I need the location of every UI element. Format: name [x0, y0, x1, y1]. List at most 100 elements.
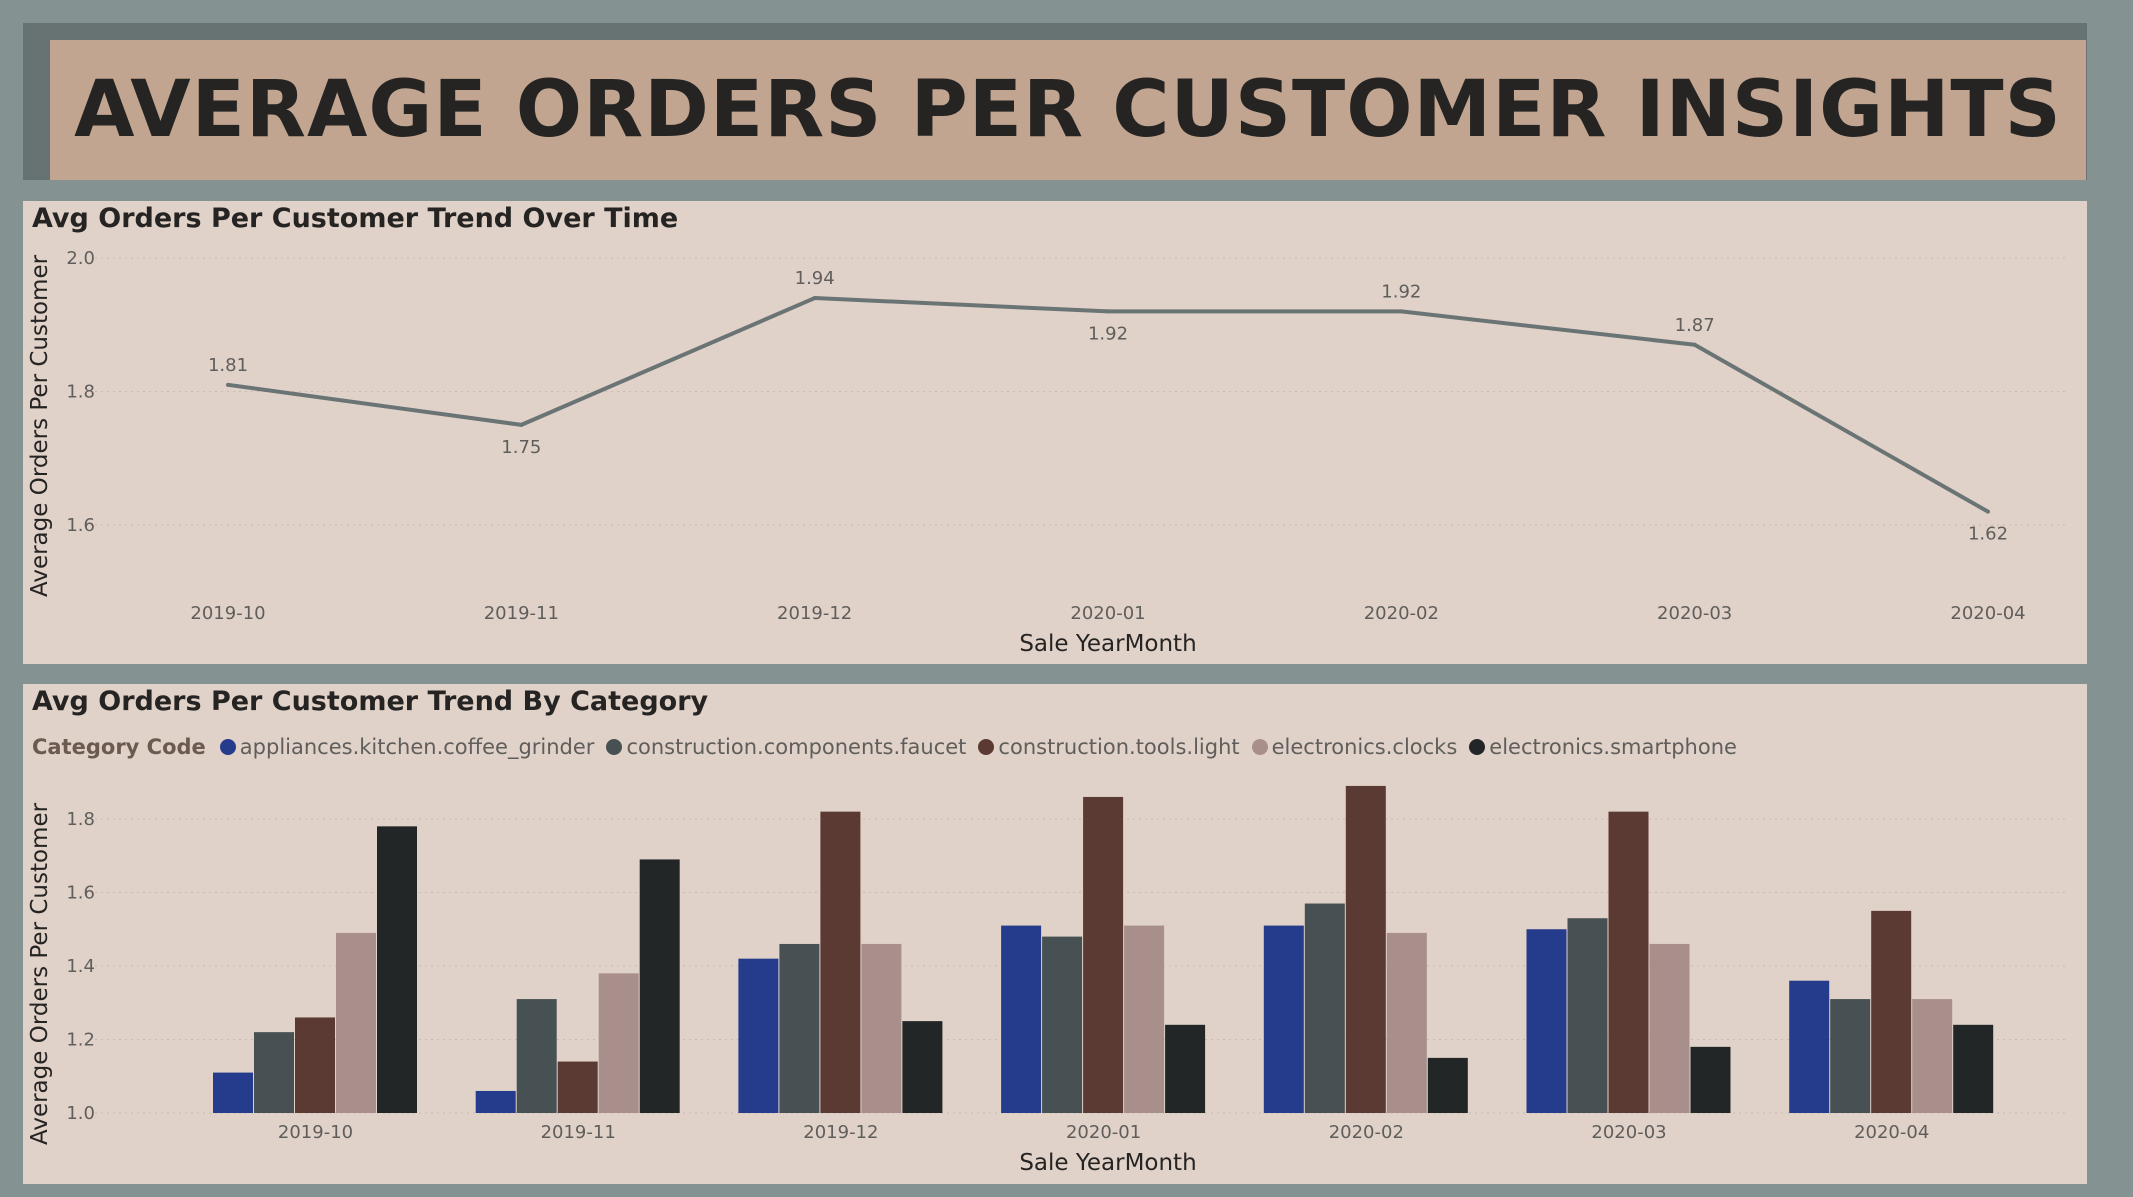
bar[interactable]	[295, 1017, 335, 1113]
data-point	[519, 422, 524, 427]
data-point	[1986, 509, 1990, 514]
legend-label: electronics.clocks	[1271, 735, 1458, 759]
legend-title: Category Code	[32, 735, 206, 759]
legend-marker-icon	[978, 739, 995, 755]
y-tick-label: 1.2	[66, 1030, 95, 1051]
legend-label: electronics.smartphone	[1489, 735, 1737, 759]
bar[interactable]	[336, 932, 376, 1113]
legend-item[interactable]: construction.tools.light	[978, 735, 1240, 759]
legend-item[interactable]: electronics.clocks	[1251, 735, 1458, 759]
x-tick-label: 2019-12	[803, 1122, 878, 1143]
x-tick-label: 2019-10	[190, 603, 265, 624]
x-tick-label: 2020-03	[1657, 603, 1732, 624]
data-label: 1.81	[208, 355, 248, 376]
x-tick-label: 2020-02	[1364, 603, 1439, 624]
bar[interactable]	[1789, 980, 1830, 1113]
bar[interactable]	[213, 1072, 253, 1113]
bar[interactable]	[779, 943, 820, 1113]
bar[interactable]	[516, 999, 557, 1113]
data-point	[226, 382, 230, 387]
legend: Category Code appliances.kitchen.coffee_…	[32, 735, 1749, 759]
legend-label: construction.components.faucet	[626, 735, 967, 759]
data-label: 1.62	[1968, 524, 2008, 545]
bar[interactable]	[1165, 1024, 1206, 1113]
y-tick-label: 1.6	[66, 883, 95, 904]
y-tick-label: 1.4	[66, 956, 95, 977]
x-tick-label: 2020-01	[1070, 603, 1145, 624]
bar[interactable]	[1830, 999, 1871, 1113]
bar[interactable]	[1124, 925, 1165, 1113]
bar[interactable]	[738, 958, 779, 1113]
x-tick-label: 2019-11	[541, 1122, 616, 1143]
bar[interactable]	[820, 811, 861, 1113]
bar-chart: 1.0 1.2 1.4 1.6 1.8 2019-10 2019-11 2019-12 2020…	[27, 785, 2068, 1176]
y-tick-label: 1.8	[66, 382, 95, 403]
x-tick-label: 2020-01	[1066, 1122, 1141, 1143]
page-title: AVERAGE ORDERS PER CUSTOMER INSIGHTS	[74, 65, 2062, 155]
y-tick-label: 1.0	[66, 1103, 95, 1124]
bar[interactable]	[1427, 1057, 1468, 1113]
bar[interactable]	[475, 1090, 516, 1113]
legend-marker-icon	[1251, 739, 1268, 755]
y-axis-title: Average Orders Per Customer	[27, 802, 53, 1145]
data-label: 1.92	[1381, 281, 1421, 302]
bar[interactable]	[861, 943, 902, 1113]
data-point	[1399, 309, 1404, 314]
legend-marker-icon	[1469, 739, 1486, 755]
y-tick-label: 1.8	[66, 809, 95, 830]
x-tick-label: 2020-02	[1329, 1122, 1404, 1143]
bar[interactable]	[1083, 796, 1124, 1113]
legend-item[interactable]: appliances.kitchen.coffee_grinder	[219, 735, 595, 759]
data-point	[812, 296, 817, 301]
x-axis-title: Sale YearMonth	[1019, 631, 1196, 657]
data-label: 1.92	[1088, 323, 1128, 344]
bar[interactable]	[1386, 932, 1427, 1113]
bar[interactable]	[1001, 925, 1042, 1113]
x-tick-label: 2019-10	[278, 1122, 353, 1143]
x-tick-label: 2020-04	[1854, 1122, 1929, 1143]
bar-chart-title: Avg Orders Per Customer Trend By Categor…	[32, 686, 709, 717]
legend-marker-icon	[606, 739, 623, 755]
bar[interactable]	[254, 1032, 294, 1113]
data-label: 1.94	[795, 268, 835, 289]
title-banner: AVERAGE ORDERS PER CUSTOMER INSIGHTS	[50, 40, 2086, 180]
y-tick-label: 1.6	[66, 515, 95, 536]
bar-chart-panel: Avg Orders Per Customer Trend By Categor…	[23, 684, 2087, 1184]
bar[interactable]	[902, 1021, 943, 1113]
bar[interactable]	[1649, 943, 1690, 1113]
bar[interactable]	[377, 826, 417, 1113]
data-label: 1.75	[501, 437, 541, 458]
line-chart: 1.6 1.8 2.0 1.81 2019-10 1.75 2019-11 1.94 2019-…	[27, 248, 2068, 657]
bar[interactable]	[1526, 929, 1567, 1113]
legend-item[interactable]: construction.components.faucet	[606, 735, 966, 759]
data-label: 1.87	[1675, 315, 1715, 336]
x-tick-label: 2019-11	[484, 603, 559, 624]
bar[interactable]	[598, 973, 639, 1113]
bar[interactable]	[557, 1061, 598, 1113]
bar[interactable]	[1263, 925, 1304, 1113]
x-tick-label: 2020-03	[1591, 1122, 1666, 1143]
bar[interactable]	[1871, 910, 1912, 1113]
x-axis-title: Sale YearMonth	[1019, 1150, 1196, 1176]
bar[interactable]	[1953, 1024, 1994, 1113]
bar[interactable]	[1608, 811, 1649, 1113]
x-tick-label: 2020-04	[1950, 603, 2025, 624]
bar[interactable]	[1912, 999, 1953, 1113]
data-point	[1692, 342, 1697, 347]
bar[interactable]	[1567, 918, 1608, 1113]
x-tick-label: 2019-12	[777, 603, 852, 624]
bar[interactable]	[1042, 936, 1083, 1113]
legend-item[interactable]: electronics.smartphone	[1469, 735, 1737, 759]
data-point	[1106, 309, 1110, 314]
bar[interactable]	[1304, 903, 1345, 1113]
bar[interactable]	[1690, 1046, 1731, 1113]
bar[interactable]	[1345, 785, 1386, 1113]
y-tick-label: 2.0	[66, 248, 95, 269]
line-chart-title: Avg Orders Per Customer Trend Over Time	[32, 203, 679, 234]
legend-label: construction.tools.light	[998, 735, 1240, 759]
line-chart-panel: Avg Orders Per Customer Trend Over Time …	[23, 201, 2087, 664]
y-axis-title: Average Orders Per Customer	[27, 254, 53, 597]
legend-label: appliances.kitchen.coffee_grinder	[239, 735, 595, 759]
legend-marker-icon	[219, 739, 236, 755]
bar[interactable]	[639, 859, 680, 1113]
